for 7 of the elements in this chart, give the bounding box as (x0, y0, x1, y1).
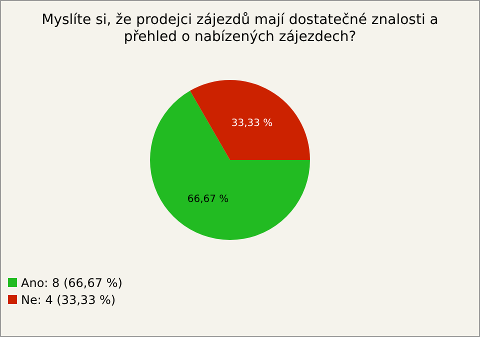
data-label: 33,33 % (231, 118, 273, 129)
legend-label: Ano: 8 (66,67 %) (21, 276, 122, 290)
data-label: 66,67 % (187, 194, 229, 206)
legend-label: Ne: 4 (33,33 %) (21, 293, 116, 307)
chart-title: Myslíte si, že prodejci zájezdů mají dostatečné znalosti a přehled o nabízených zájezdech? (42, 12, 438, 45)
pie-slice (190, 80, 310, 160)
pie-slice (150, 90, 310, 240)
